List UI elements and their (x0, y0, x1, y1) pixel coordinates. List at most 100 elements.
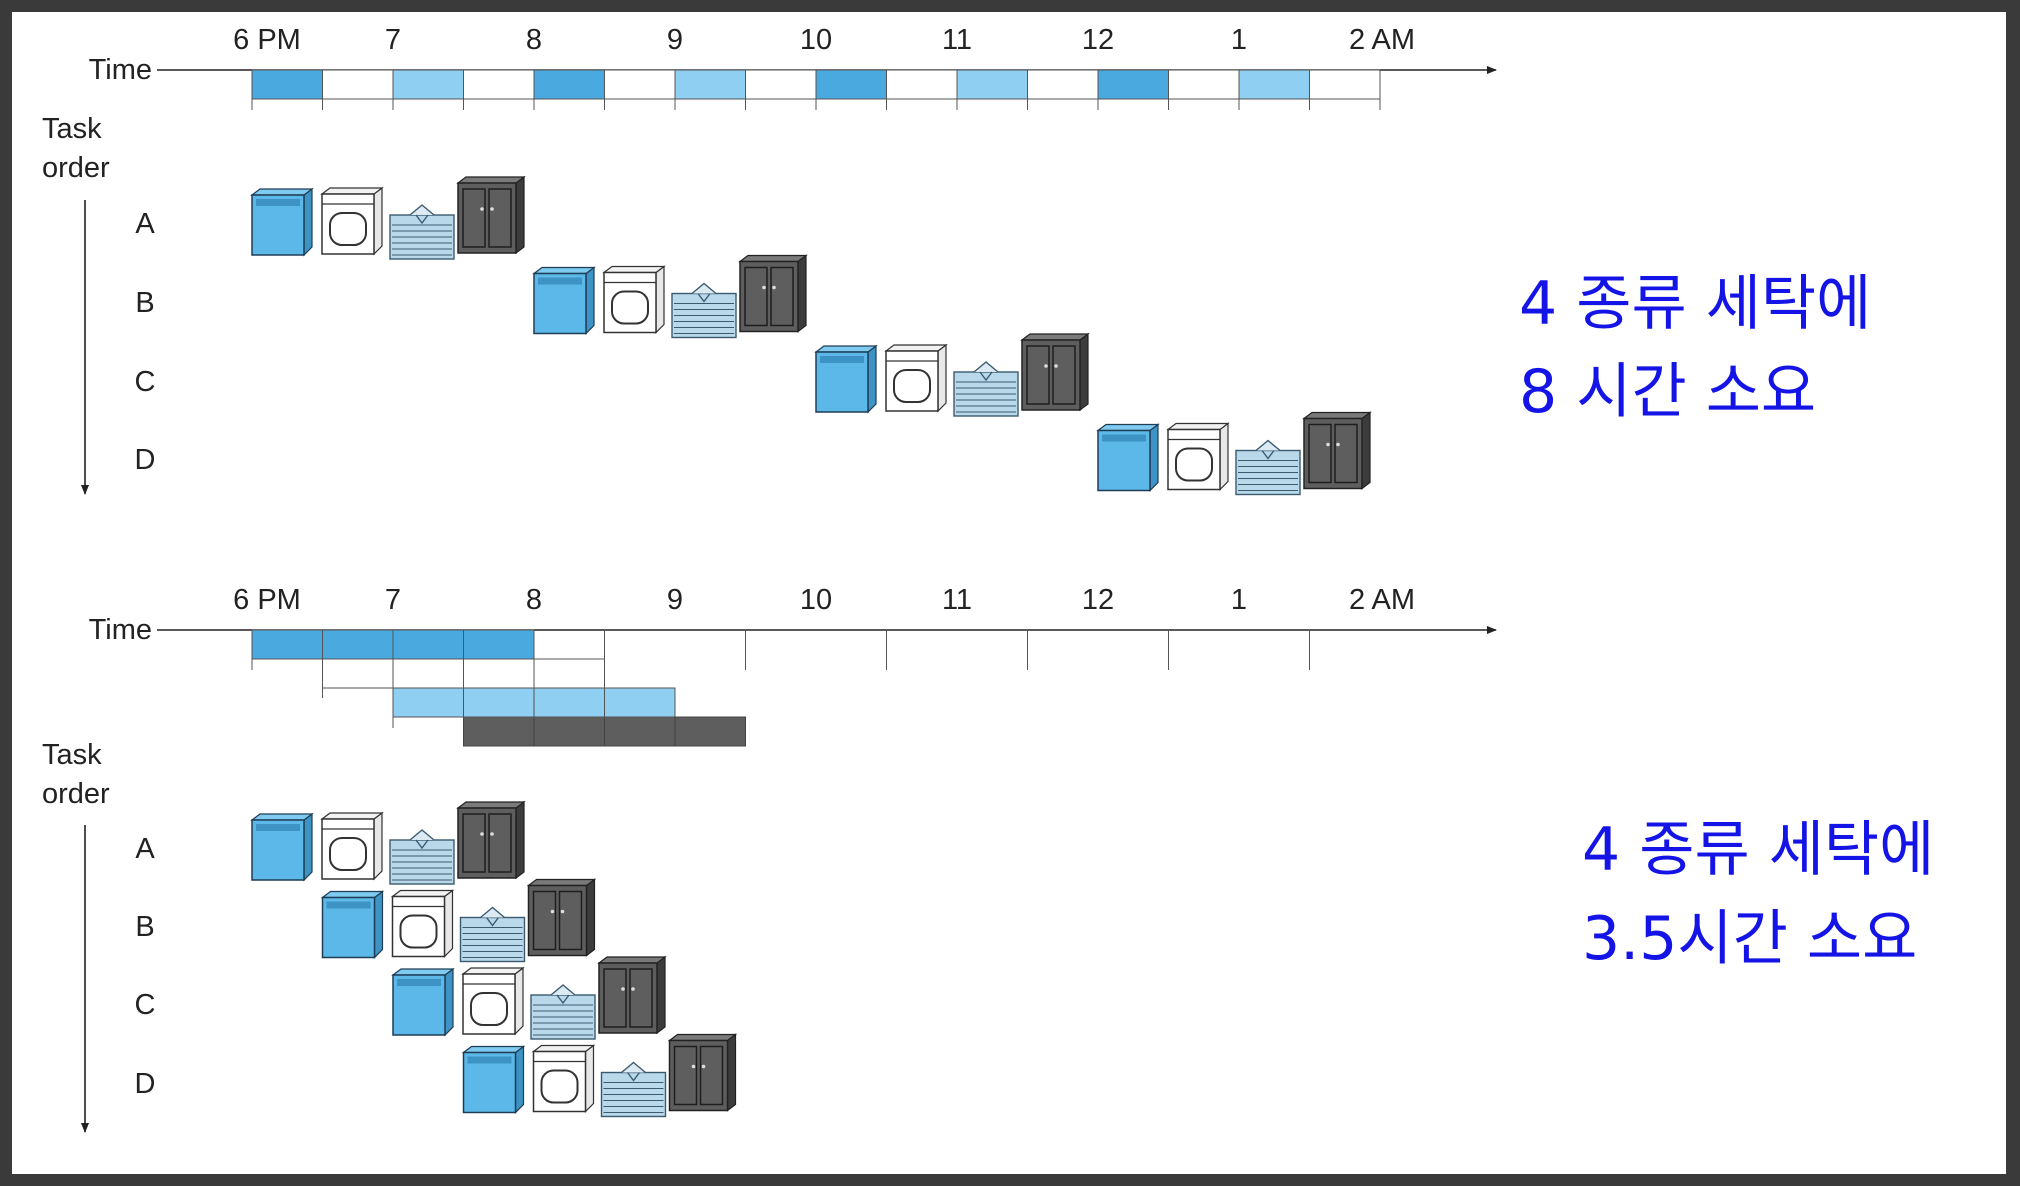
slide: Time 6 PM 7 8 9 10 11 12 1 2 AM Task order A B C D Time 6… (12, 12, 2006, 1174)
task-row-b (532, 254, 808, 339)
dryer-icon (884, 343, 948, 413)
dryer-icon (461, 966, 525, 1036)
closet-icon (667, 1033, 738, 1112)
washer-icon (250, 812, 314, 882)
time-slot (815, 69, 887, 100)
time-tick-label: 8 (526, 24, 542, 56)
sequential-note-line1: 4 종류 세탁에 (1519, 269, 1872, 339)
dry-slot (322, 658, 394, 689)
task-label: A (135, 208, 155, 240)
washer-icon (250, 187, 314, 257)
store-slot (604, 716, 676, 747)
task-order-label: order (42, 778, 110, 810)
fold-slot (533, 687, 605, 718)
task-label: C (135, 989, 156, 1021)
washer-icon (532, 266, 596, 335)
time-slot (463, 69, 535, 100)
task-label: D (135, 1068, 156, 1100)
time-slot (1097, 69, 1169, 100)
task-label: B (135, 911, 154, 943)
store-slot (674, 716, 746, 747)
time-slot (251, 69, 323, 100)
dry-slot (533, 658, 605, 689)
dryer-icon (320, 811, 384, 881)
sequential-note-line2: 8 시간 소요 (1519, 357, 1817, 427)
task-row-c (391, 955, 667, 1040)
time-tick-label: 2 AM (1349, 584, 1415, 616)
task-label: B (135, 287, 154, 319)
washer-icon (814, 344, 878, 414)
time-slot (886, 69, 958, 100)
fold-slot (392, 687, 464, 718)
store-slot (533, 716, 605, 747)
folded-clothes-icon (1235, 439, 1301, 496)
time-slot (322, 69, 394, 100)
fold-slot (463, 687, 535, 718)
pipelined-note-line2: 3.5시간 소요 (1582, 904, 1918, 974)
time-tick-label: 6 PM (233, 24, 301, 56)
time-tick-label: 9 (667, 584, 683, 616)
closet-icon (1020, 332, 1090, 412)
washer-icon (391, 967, 455, 1037)
closet-icon (1302, 411, 1372, 490)
closet-icon (526, 878, 597, 957)
time-tick-label: 1 (1231, 584, 1247, 616)
time-tick-label: 7 (385, 584, 401, 616)
task-order-label: order (42, 152, 110, 184)
dryer-icon (1166, 422, 1230, 491)
time-tick-label: 12 (1082, 584, 1114, 616)
folded-clothes-icon (953, 361, 1019, 417)
dryer-icon (320, 186, 384, 256)
closet-icon (456, 800, 526, 880)
time-tick-label: 11 (942, 584, 972, 616)
pipelined-note-line1: 4 종류 세탁에 (1582, 815, 1935, 885)
task-order-label: Task (42, 113, 102, 145)
time-slot (1027, 69, 1099, 100)
dryer-icon (531, 1044, 596, 1113)
time-axis-label: Time (89, 54, 152, 86)
task-row-a (250, 175, 526, 260)
task-order-label: Task (42, 739, 102, 771)
time-slot (745, 69, 817, 100)
task-label: A (135, 833, 155, 865)
folded-clothes-icon (671, 282, 737, 339)
folded-clothes-icon (459, 906, 526, 963)
time-slot (674, 69, 746, 100)
wash-slot (392, 629, 464, 660)
task-row-a (250, 800, 526, 885)
folded-clothes-icon (530, 984, 596, 1040)
dry-slot (392, 658, 464, 689)
task-row-d (461, 1033, 738, 1118)
task-label: D (135, 444, 156, 476)
time-tick-label: 10 (800, 24, 832, 56)
dryer-icon (602, 265, 666, 334)
laundry-pipeline-diagram: Time 6 PM 7 8 9 10 11 12 1 2 AM Task order A B C D Time 6… (42, 24, 1497, 1133)
folded-clothes-icon (389, 204, 455, 260)
wash-slot (322, 629, 394, 660)
time-slot (956, 69, 1028, 100)
washer-icon (1096, 423, 1160, 492)
task-row-b (320, 878, 597, 963)
task-label: C (135, 366, 156, 398)
time-slot (1309, 69, 1381, 100)
time-slot (1168, 69, 1240, 100)
washer-icon (461, 1045, 526, 1114)
time-tick-label: 12 (1082, 24, 1114, 56)
time-tick-label: 2 AM (1349, 24, 1415, 56)
folded-clothes-icon (600, 1061, 667, 1118)
time-slot (604, 69, 676, 100)
time-tick-label: 10 (800, 584, 832, 616)
wash-slot (251, 629, 323, 660)
fold-slot (604, 687, 676, 718)
dry-slot (463, 658, 535, 689)
time-axis-label: Time (89, 614, 152, 646)
closet-icon (738, 254, 808, 333)
closet-icon (597, 955, 667, 1035)
washer-icon (320, 890, 385, 959)
wash-slot (463, 629, 535, 660)
time-slot (533, 69, 605, 100)
store-slot (463, 716, 535, 747)
time-tick-label: 1 (1231, 24, 1247, 56)
time-slot (1238, 69, 1310, 100)
task-row-d (1096, 411, 1372, 496)
